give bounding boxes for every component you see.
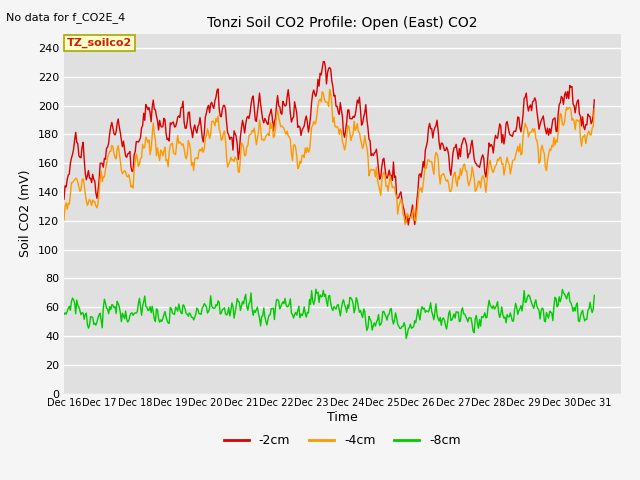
Y-axis label: Soil CO2 (mV): Soil CO2 (mV) [19, 170, 33, 257]
X-axis label: Time: Time [327, 411, 358, 424]
Title: Tonzi Soil CO2 Profile: Open (East) CO2: Tonzi Soil CO2 Profile: Open (East) CO2 [207, 16, 477, 30]
Legend: -2cm, -4cm, -8cm: -2cm, -4cm, -8cm [219, 429, 466, 452]
Text: No data for f_CO2E_4: No data for f_CO2E_4 [6, 12, 125, 23]
Text: TZ_soilco2: TZ_soilco2 [67, 38, 132, 48]
